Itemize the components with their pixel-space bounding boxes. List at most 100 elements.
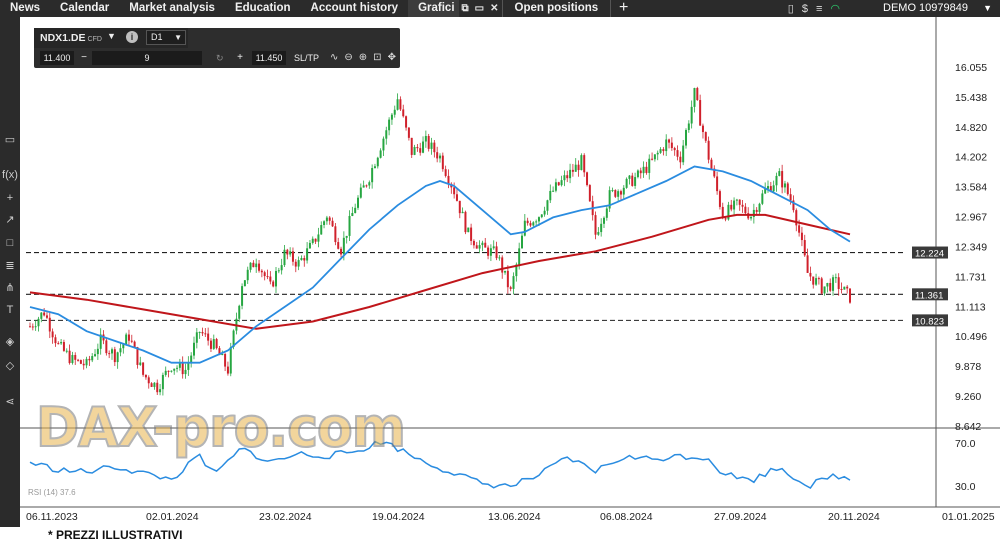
candle-body: [382, 138, 385, 151]
y-tick-label: 11.113: [955, 301, 986, 313]
minimize-tab-icon[interactable]: ▭: [474, 3, 485, 14]
sltp-button[interactable]: SL/TP: [294, 53, 320, 63]
candle-body: [396, 99, 399, 110]
candle-body: [193, 342, 195, 356]
candle-body: [521, 235, 523, 249]
candle-body: [761, 193, 764, 204]
candle-body: [789, 194, 792, 201]
indicators-icon[interactable]: f(x): [2, 169, 18, 181]
x-tick-label: 06.11.2023: [26, 511, 78, 523]
wifi-icon: ◠: [830, 3, 840, 15]
candle-body: [354, 207, 357, 214]
line-chart-icon[interactable]: ∿: [330, 52, 339, 63]
candle-body: [504, 270, 507, 273]
zoom-fit-icon[interactable]: ⊡: [373, 52, 382, 63]
price-chart[interactable]: 16.055 15.438 14.820 14.202 13.584 12.967 12.3…: [20, 17, 1000, 527]
top-navigation: News Calendar Market analysis Education …: [0, 0, 1000, 17]
crosshair-icon[interactable]: +: [6, 192, 14, 204]
candle-body: [422, 141, 425, 153]
x-tick-label: 20.11.2024: [828, 511, 880, 523]
timeframe-select[interactable]: D1 ▼: [146, 30, 186, 45]
tab-grafici[interactable]: Grafici: [408, 0, 459, 17]
candle-body: [243, 280, 246, 287]
candle-body: [153, 382, 156, 387]
chevron-down-icon[interactable]: ▼: [107, 31, 116, 41]
candle-body: [809, 272, 812, 277]
candle-body: [472, 240, 475, 246]
share-icon[interactable]: ⋖: [5, 396, 15, 408]
account-label[interactable]: DEMO 10979849: [883, 2, 968, 14]
candle-body: [645, 166, 648, 173]
candle-body: [518, 248, 521, 265]
close-tab-icon[interactable]: ✕: [490, 3, 499, 14]
candle-body: [656, 152, 659, 155]
nav-calendar[interactable]: Calendar: [60, 2, 110, 14]
detach-tab-icon[interactable]: ⧉: [461, 3, 469, 14]
tab-open-positions[interactable]: Open positions: [514, 2, 599, 14]
candle-body: [133, 341, 136, 348]
candle-body: [634, 177, 637, 186]
candle-body: [207, 333, 210, 341]
candle-body: [65, 350, 68, 352]
candle-body: [461, 211, 464, 214]
increase-quantity-button[interactable]: +: [237, 52, 243, 63]
chart-canvas[interactable]: 16.055 15.438 14.820 14.202 13.584 12.967 12.3…: [20, 17, 1000, 527]
decrease-quantity-button[interactable]: −: [81, 52, 87, 63]
nav-market-analysis[interactable]: Market analysis: [129, 2, 215, 14]
candle-body: [184, 369, 187, 375]
add-tab-button[interactable]: +: [610, 0, 636, 17]
chevron-down-icon[interactable]: ▼: [983, 3, 992, 13]
fibonacci-icon[interactable]: ≣: [5, 260, 15, 272]
candle-body: [60, 342, 63, 344]
instrument-name: NDX1.DE: [40, 32, 86, 44]
watermark-logo: DAX-pro.com: [35, 395, 407, 460]
candle-body: [744, 206, 747, 214]
y-tick-label: 16.055: [955, 62, 987, 74]
zoom-out-icon[interactable]: ⊖: [344, 52, 353, 63]
candle-body: [730, 204, 733, 210]
refresh-icon[interactable]: ↻: [216, 53, 224, 63]
info-icon[interactable]: i: [126, 31, 138, 43]
nav-news[interactable]: News: [10, 2, 41, 14]
candle-body: [161, 374, 164, 390]
candle-body: [85, 358, 88, 366]
candle-body: [91, 356, 94, 361]
quantity-input[interactable]: 9: [92, 51, 202, 65]
currency-icon[interactable]: $: [801, 2, 808, 15]
candle-body: [823, 286, 826, 294]
candle-body: [735, 199, 738, 201]
candle-body: [625, 178, 628, 188]
zoom-in-icon[interactable]: ⊕: [358, 52, 368, 63]
magnet-icon[interactable]: ◈: [5, 336, 15, 348]
sell-price-button[interactable]: 11.400: [40, 51, 74, 65]
candle-body: [509, 287, 512, 289]
chevron-down-icon: ▼: [174, 33, 182, 42]
candle-body: [750, 216, 753, 219]
instrument-selector[interactable]: NDX1.DE CFD: [40, 32, 102, 44]
nav-account-history[interactable]: Account history: [310, 2, 399, 14]
candle-body: [311, 238, 314, 243]
layers-icon[interactable]: ◇: [5, 360, 15, 372]
candle-body: [314, 238, 317, 242]
price-level-badge: [912, 314, 948, 327]
candle-body: [31, 326, 34, 328]
pitchfork-icon[interactable]: ⋔: [5, 282, 15, 294]
candle-body: [365, 185, 368, 187]
candle-body: [665, 139, 668, 152]
pan-icon[interactable]: ✥: [387, 52, 396, 63]
nav-education[interactable]: Education: [234, 2, 291, 14]
candle-body: [826, 282, 829, 287]
candle-body: [707, 140, 710, 160]
chart-type-icon[interactable]: ▭: [4, 134, 16, 146]
candle-body: [815, 278, 818, 285]
menu-icon[interactable]: ≡: [815, 2, 823, 15]
clipboard-icon[interactable]: ▯: [787, 3, 794, 15]
rectangle-tool-icon[interactable]: □: [6, 237, 14, 249]
y-tick-label: 12.967: [955, 212, 987, 224]
candle-body: [433, 142, 436, 153]
text-tool-icon[interactable]: T: [6, 304, 14, 316]
buy-price-button[interactable]: 11.450: [252, 51, 286, 65]
candle-body: [783, 183, 786, 188]
line-tool-icon[interactable]: ↗: [5, 214, 15, 226]
candle-body: [379, 150, 382, 158]
